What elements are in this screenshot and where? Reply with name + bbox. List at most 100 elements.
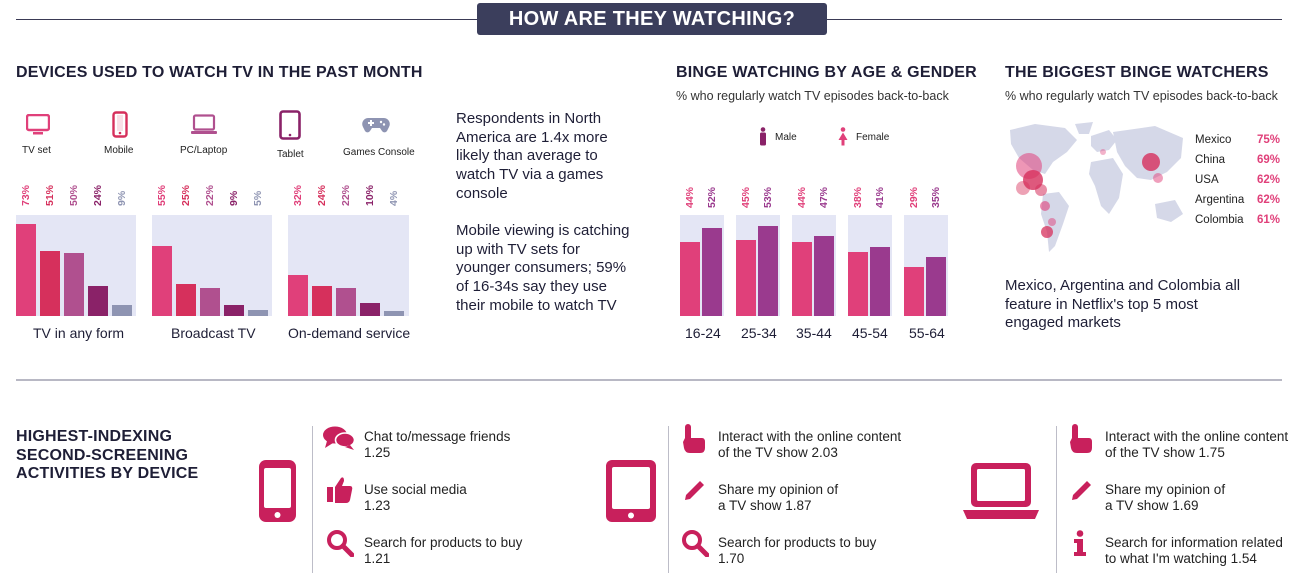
pointing-hand-icon [683,424,705,453]
pct-age-25-34-male: 45% [740,186,752,208]
female-icon [838,127,848,146]
bar-tv-any-form-mobile [40,251,60,316]
bar-age-25-34-female [758,226,778,316]
pct-age-55-64-female: 35% [930,186,942,208]
bar-age-45-54-female [870,246,890,316]
thumbs-up-icon [327,477,353,503]
binge-country-subtitle: % who regularly watch TV episodes back-t… [1005,89,1278,103]
laptop-device-icon [963,463,1039,519]
pct-broadcast-tv-tv-set: 55% [156,184,168,206]
mobile-device-icon [259,460,296,522]
bar-broadcast-tv-mobile [176,284,196,316]
pencil-icon [1072,481,1091,500]
chat-bubbles-icon [323,426,355,450]
tablet-activity-1: Interact with the online content of the … [718,429,902,460]
pct-on-demand-mobile: 24% [316,184,328,206]
pct-age-45-54-female: 41% [874,186,886,208]
country-mexico-pct: 75% [1257,134,1281,146]
bar-on-demand-games-console [384,310,404,316]
group-label-broadcast-tv: Broadcast TV [171,325,256,341]
pointing-hand-icon [1070,424,1092,453]
info-icon [1074,530,1086,556]
mobile-activity-1: Chat to/message friends 1.25 [364,429,510,461]
bar-broadcast-tv-tablet [224,304,244,316]
country-colombia: Colombia [1195,214,1244,226]
pct-broadcast-tv-pc-laptop: 22% [204,184,216,206]
world-map [1010,122,1183,252]
pct-tv-any-form-pc-laptop: 50% [68,184,80,206]
gamepad-icon [362,118,390,133]
bar-on-demand-mobile [312,285,332,316]
second-screen-title: HIGHEST-INDEXING SECOND-SCREENING ACTIVI… [16,428,199,482]
pct-age-16-24-female: 52% [706,186,718,208]
bar-age-16-24-male [680,241,700,316]
pct-broadcast-tv-mobile: 25% [180,184,192,206]
pct-age-16-24-male: 44% [684,186,696,208]
pct-tv-any-form-tv-set: 73% [20,184,32,206]
group-label-on-demand: On-demand service [288,325,411,341]
laptop-activity-3: Search for information related to what I… [1105,535,1283,566]
country-colombia-pct: 61% [1257,214,1281,226]
tablet-icon [279,110,301,140]
bar-tv-any-form-games-console [112,304,132,316]
mobile-activity-1-text: Chat to/message friends [364,429,511,444]
bar-tv-any-form-tv-set [16,223,36,316]
country-china: China [1195,154,1226,166]
bar-tv-any-form-tablet [88,285,108,316]
bar-age-55-64-male [904,266,924,316]
binge-age-subtitle: % who regularly watch TV episodes back-t… [676,89,949,103]
banner-title: HOW ARE THEY WATCHING? [477,3,827,35]
mobile-activity-2: Use social media 1.23 [364,482,467,514]
pct-broadcast-tv-games-console: 5% [252,190,264,206]
country-argentina: Argentina [1195,194,1245,206]
male-icon [760,127,766,146]
age-label-35-44: 35-44 [796,325,832,341]
bar-age-16-24-female [702,228,722,316]
divider-tablet [668,426,669,573]
side-text-paragraph-2: Mobile viewing is catching up with TV se… [456,222,630,314]
country-china-pct: 69% [1257,154,1281,166]
bar-age-55-64-female [926,256,946,316]
pct-age-35-44-female: 47% [818,186,830,208]
devices-title: DEVICES USED TO WATCH TV IN THE PAST MON… [16,64,423,81]
pct-on-demand-games-console: 4% [388,190,400,206]
banner-line-left [16,19,477,20]
binge-age-title: BINGE WATCHING BY AGE & GENDER [676,64,977,81]
male-legend-label: Male [775,132,797,143]
mobile-activity-3: Search for products to buy 1.21 [364,535,522,567]
legend-tablet-label: Tablet [277,149,304,160]
pct-on-demand-pc-laptop: 22% [340,184,352,206]
country-argentina-pct: 62% [1257,194,1281,206]
bar-age-35-44-male [792,241,812,316]
tablet-activity-3: Search for products to buy 1.70 [718,535,876,567]
magnifier-icon [682,530,709,557]
group-label-tv-any-form: TV in any form [33,325,125,341]
magnifier-icon [327,530,354,557]
laptop-activity-1: Interact with the online content of the … [1105,429,1289,460]
divider-laptop [1056,426,1057,573]
age-label-45-54: 45-54 [852,325,888,341]
pct-age-25-34-female: 53% [762,186,774,208]
pencil-icon [685,481,704,500]
legend-console-label: Games Console [343,147,415,158]
bar-age-35-44-female [814,236,834,316]
pct-tv-any-form-games-console: 9% [116,190,128,206]
mobile-activity-2-value: 1.23 [364,498,391,513]
banner-line-right [827,19,1282,20]
bar-broadcast-tv-games-console [248,309,268,316]
pct-age-45-54-male: 38% [852,186,864,208]
section-divider [16,379,1282,381]
legend-mobile-label: Mobile [104,145,134,156]
bar-age-25-34-male [736,239,756,316]
bar-on-demand-tablet [360,303,380,316]
laptop-icon [191,114,217,134]
country-mexico: Mexico [1195,134,1232,146]
pct-tv-any-form-mobile: 51% [44,184,56,206]
age-label-16-24: 16-24 [685,325,721,341]
pct-broadcast-tv-tablet: 9% [228,190,240,206]
age-label-55-64: 55-64 [909,325,945,341]
mobile-activity-1-value: 1.25 [364,445,391,460]
pct-on-demand-tv-set: 32% [292,184,304,206]
pct-age-35-44-male: 44% [796,186,808,208]
laptop-activity-2: Share my opinion of a TV show 1.69 [1105,482,1226,513]
